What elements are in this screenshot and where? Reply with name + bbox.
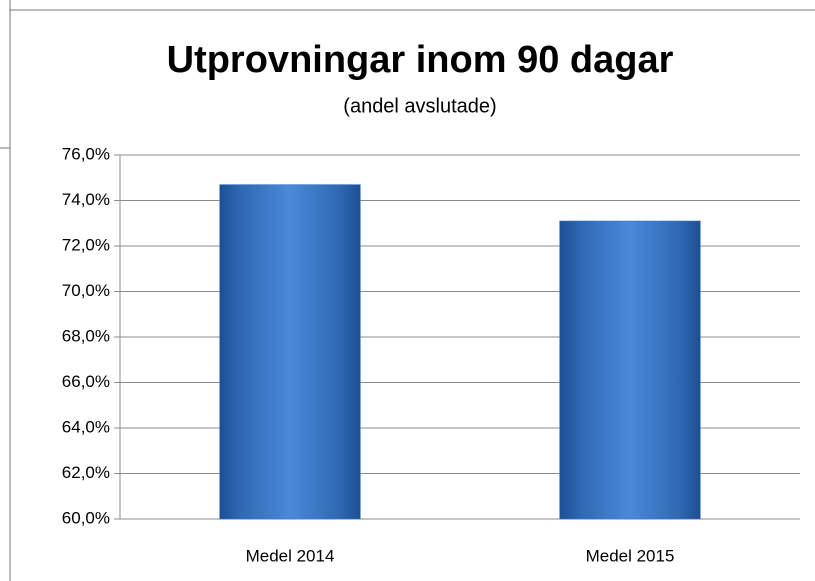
y-tick-label: 60,0% [62, 508, 110, 527]
y-tick-label: 68,0% [62, 326, 110, 345]
x-tick-label: Medel 2014 [246, 546, 335, 565]
y-tick-label: 64,0% [62, 417, 110, 436]
y-tick-label: 62,0% [62, 463, 110, 482]
y-tick-label: 66,0% [62, 372, 110, 391]
x-tick-label: Medel 2015 [586, 546, 675, 565]
bar [219, 184, 361, 520]
y-tick-label: 74,0% [62, 190, 110, 209]
y-tick-label: 76,0% [62, 144, 110, 163]
bar [559, 220, 701, 520]
chart-subtitle: (andel avslutade) [343, 95, 496, 117]
y-tick-label: 72,0% [62, 235, 110, 254]
y-tick-label: 70,0% [62, 281, 110, 300]
chart-title: Utprovningar inom 90 dagar [167, 39, 674, 81]
